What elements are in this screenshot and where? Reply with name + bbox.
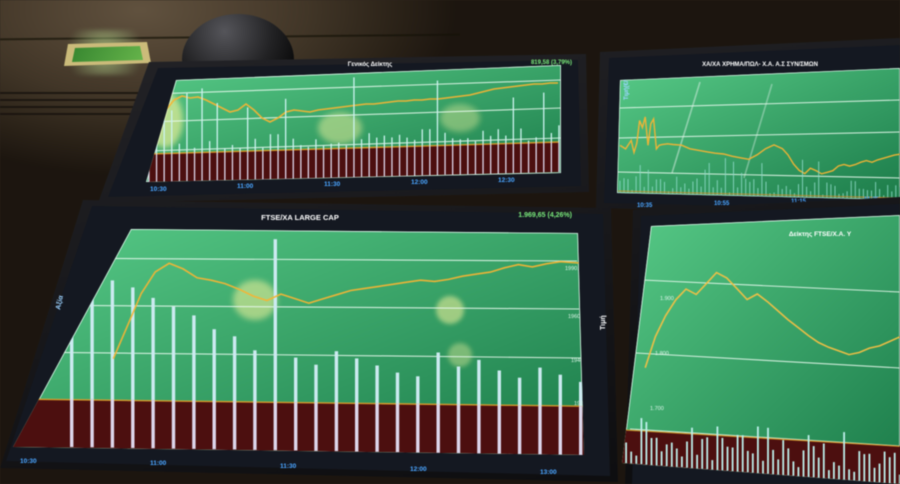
svg-text:Δείκτης FTSE/Χ.Α. Υ: Δείκτης FTSE/Χ.Α. Υ <box>789 231 852 238</box>
svg-text:1.800: 1.800 <box>655 351 669 357</box>
svg-text:1.900: 1.900 <box>660 296 674 302</box>
svg-text:1960: 1960 <box>568 314 580 320</box>
svg-text:1.700: 1.700 <box>650 406 664 412</box>
